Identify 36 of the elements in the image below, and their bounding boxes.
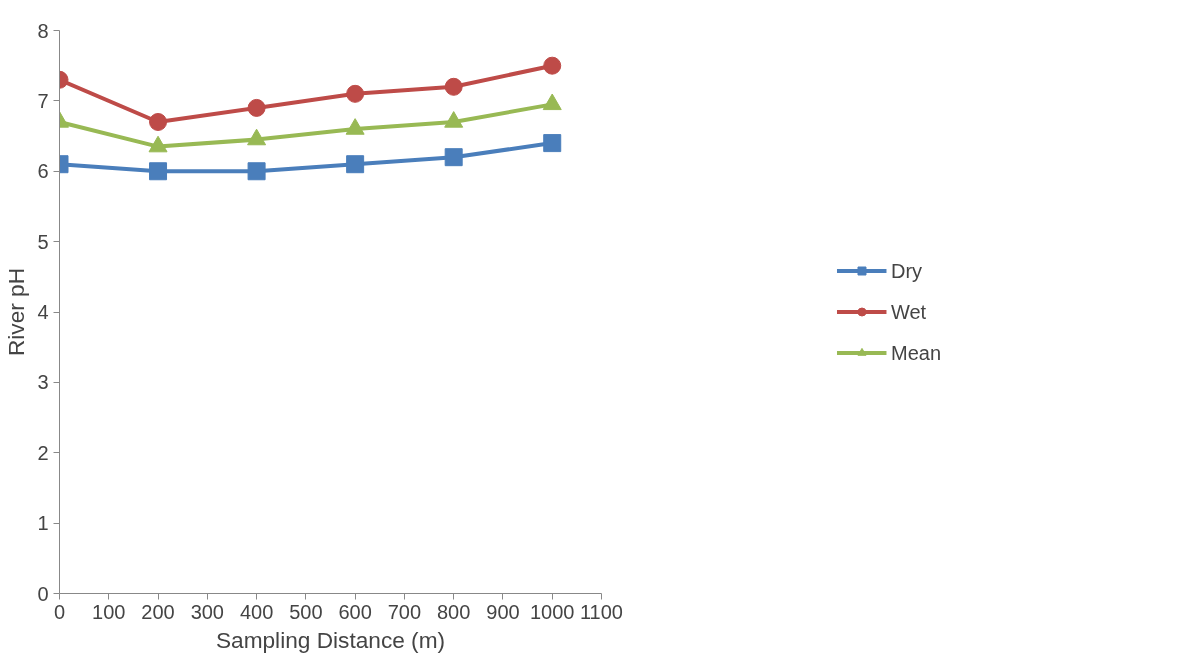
x-tick-label: 0 [53,600,66,623]
x-tick-label: 200 [141,600,175,623]
x-tick-label: 400 [239,600,274,623]
point [346,84,365,103]
x-tick-label: 900 [486,600,520,623]
y-tick-label: 7 [37,89,49,112]
x-tick-label: 800 [437,600,471,623]
legend-label: Dry [890,259,923,282]
point [149,162,168,181]
x-tick-label: 1000 [529,600,575,623]
x-tick-label: 600 [338,600,372,623]
x-tick-label: 1100 [580,600,624,623]
legend-label: Wet [890,300,927,323]
y-tick-label: 2 [37,441,49,464]
x-tick-label: 700 [387,600,422,623]
x-tick-label: 300 [190,600,225,623]
point [149,113,168,131]
y-tick-label: 8 [37,19,49,42]
x-tick-label: 100 [92,600,126,623]
point [247,98,266,117]
y-tick-label: 1 [37,512,49,535]
y-tick-label: 5 [37,230,49,253]
y-tick-label: 3 [37,371,49,394]
legend-label: Mean [890,341,942,364]
point [444,148,463,167]
x-axis-title: Sampling Distance (m) [215,626,446,653]
point [346,155,365,174]
y-tick-label: 6 [37,160,49,183]
point [444,77,463,96]
x-tick-label: 500 [289,600,323,623]
y-tick-label: 4 [37,301,49,323]
point [543,134,562,153]
y-axis-title: River pH [3,267,30,357]
y-tick-label: 0 [37,582,49,605]
point [247,162,266,181]
point [543,56,562,75]
